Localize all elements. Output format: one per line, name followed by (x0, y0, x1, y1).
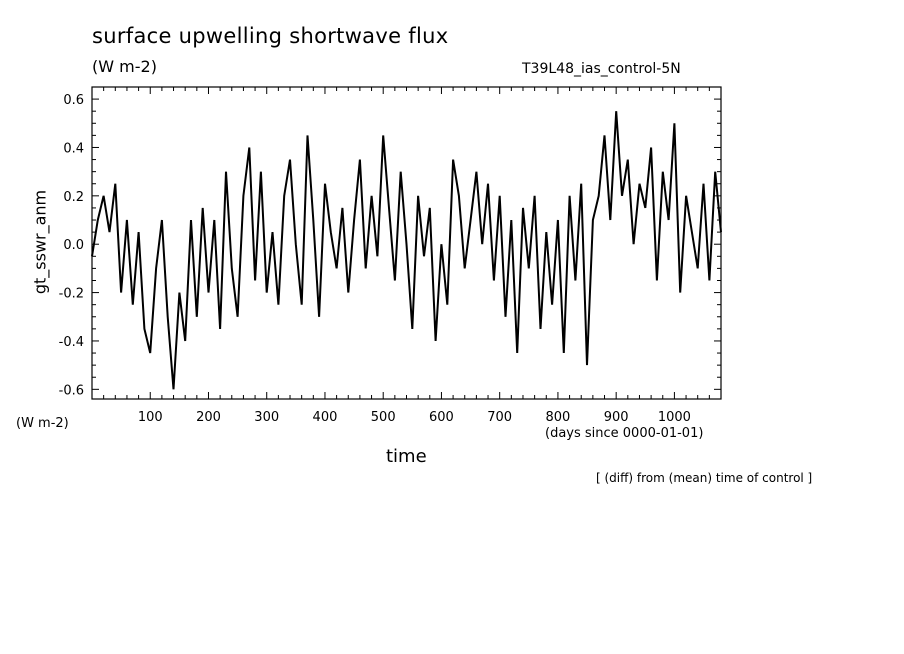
x-tick-label: 400 (313, 410, 338, 425)
y-tick-label: -0.2 (59, 287, 84, 302)
x-tick-label: 900 (604, 410, 629, 425)
y-axis-units: (W m-2) (16, 416, 69, 431)
y-tick-label: 0.4 (63, 141, 84, 156)
y-tick-label: 0.2 (63, 190, 84, 205)
y-tick-label: -0.6 (59, 383, 84, 398)
x-axis-units: (days since 0000-01-01) (545, 426, 704, 441)
x-tick-label: 200 (196, 410, 221, 425)
y-tick-label: 0.0 (63, 238, 84, 253)
series-line (91, 111, 722, 390)
x-tick-label: 500 (371, 410, 396, 425)
x-tick-label: 1000 (658, 410, 691, 425)
x-tick-label: 700 (487, 410, 512, 425)
x-tick-label: 800 (546, 410, 571, 425)
chart-units: (W m-2) (92, 57, 157, 76)
x-tick-label: 600 (429, 410, 454, 425)
y-tick-label: 0.6 (63, 93, 84, 108)
run-label: T39L48_ias_control-5N (522, 61, 681, 77)
chart-title: surface upwelling shortwave flux (92, 24, 449, 48)
plot-frame (91, 86, 722, 400)
x-tick-label: 100 (138, 410, 163, 425)
footnote: [ (diff) from (mean) time of control ] (596, 471, 813, 485)
y-tick-label: -0.4 (59, 335, 84, 350)
x-tick-label: 300 (254, 410, 279, 425)
x-axis-label: time (386, 446, 427, 467)
